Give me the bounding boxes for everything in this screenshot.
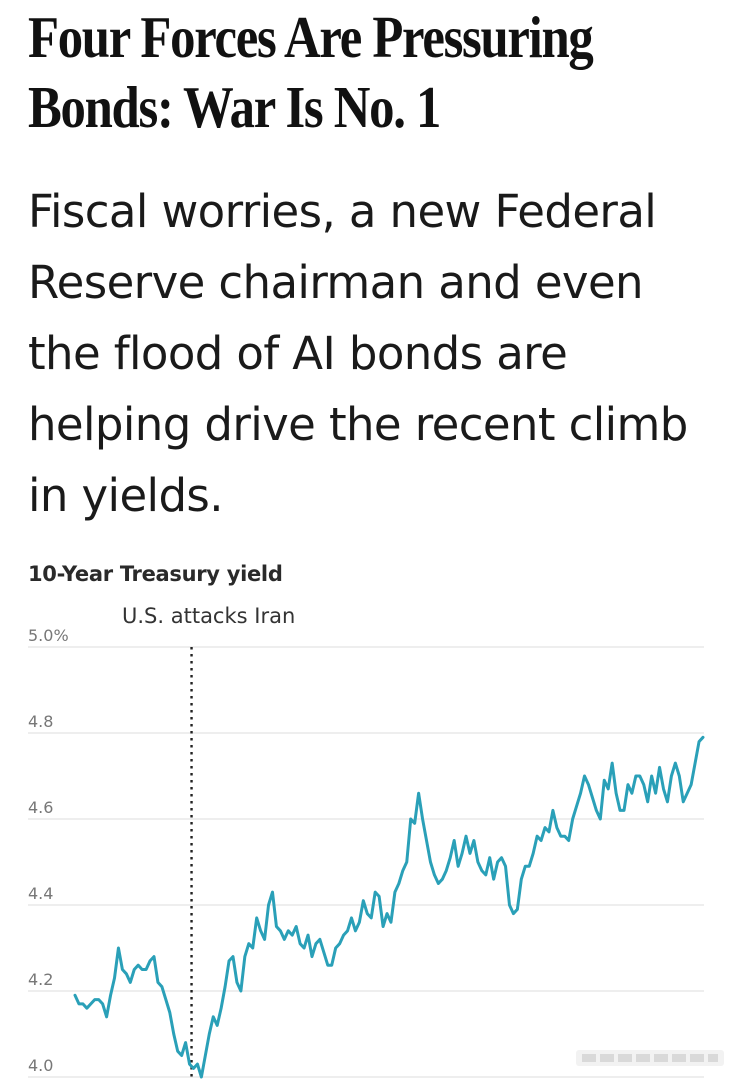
y-tick-label: 4.4 xyxy=(28,884,53,903)
series-line xyxy=(73,735,705,1079)
series xyxy=(73,735,705,1079)
gridlines xyxy=(28,646,704,1078)
y-axis-ticks: 5.0% 4.8 4.6 4.4 4.2 4.0 xyxy=(28,626,69,1075)
y-tick-label: 4.0 xyxy=(28,1056,53,1075)
annotation-label: U.S. attacks Iran xyxy=(122,604,295,628)
watermark xyxy=(576,1050,724,1066)
chart-title: 10-Year Treasury yield xyxy=(28,562,283,586)
y-tick-label: 4.6 xyxy=(28,798,53,817)
y-tick-label: 4.8 xyxy=(28,712,53,731)
y-tick-label: 4.2 xyxy=(28,970,53,989)
yield-chart: 5.0% 4.8 4.6 4.4 4.2 4.0 U.S. attacks Iran xyxy=(28,604,705,1079)
annotation: U.S. attacks Iran xyxy=(122,604,295,1077)
dek: Fiscal worries, a new Federal Reserve ch… xyxy=(28,185,688,522)
y-tick-label: 5.0% xyxy=(28,626,69,645)
headline: Four Forces Are Pressuring Bonds: War Is… xyxy=(28,4,594,140)
